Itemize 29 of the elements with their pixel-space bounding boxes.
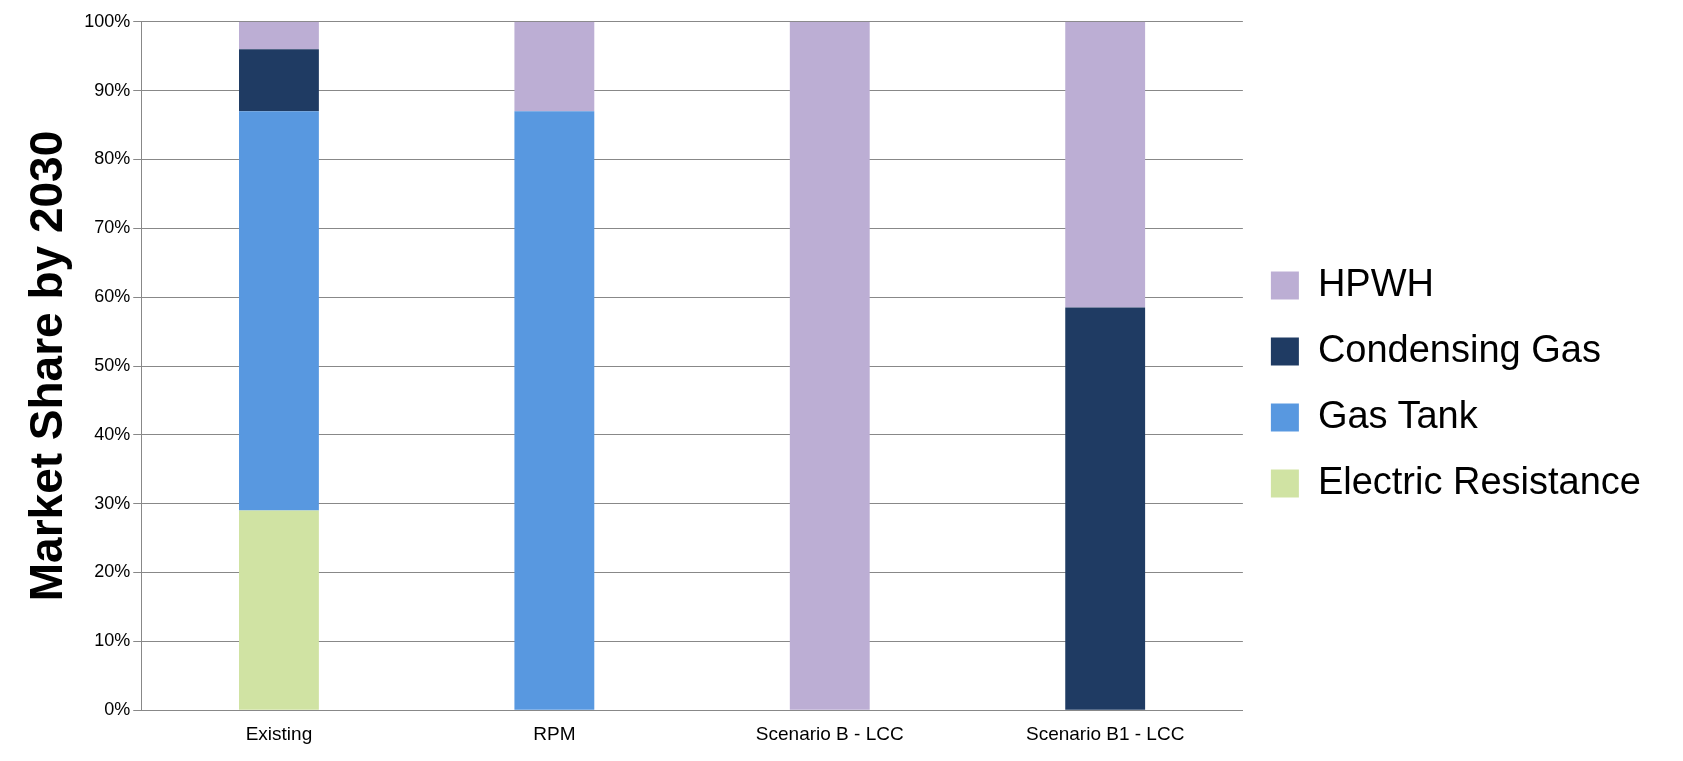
x-tick-label: Scenario B - LCC (755, 722, 904, 744)
y-tick-label: 70% (94, 217, 131, 238)
bar (1065, 21, 1146, 308)
bar (239, 49, 319, 112)
bar (514, 21, 595, 112)
x-tick-label: RPM (533, 722, 576, 744)
y-tick-label: 90% (94, 79, 131, 100)
y-tick-label: 20% (94, 561, 131, 582)
y-tick-label: 60% (94, 286, 131, 307)
y-tick-label: 40% (94, 423, 131, 444)
x-tick-label: Scenario B1 - LCC (1025, 722, 1185, 744)
bar (239, 111, 319, 511)
bar (789, 21, 870, 710)
bar (1065, 307, 1146, 710)
legend-label: Gas Tank (1317, 393, 1479, 436)
y-tick-label: 80% (94, 148, 131, 169)
y-tick-label: 10% (94, 630, 131, 651)
y-axis-title: Market Share by 2030 (20, 130, 73, 602)
bar (239, 510, 319, 710)
bar (514, 111, 595, 710)
legend-label: Condensing Gas (1317, 327, 1601, 370)
x-tick-label: Existing (245, 722, 313, 744)
y-tick-label: 50% (94, 354, 131, 375)
y-tick-label: 30% (94, 492, 131, 513)
y-tick-label: 100% (84, 10, 131, 31)
bar (239, 21, 319, 50)
y-tick-label: 0% (104, 699, 131, 720)
legend-label: Electric Resistance (1317, 459, 1642, 502)
legend-label: HPWH (1317, 261, 1434, 304)
